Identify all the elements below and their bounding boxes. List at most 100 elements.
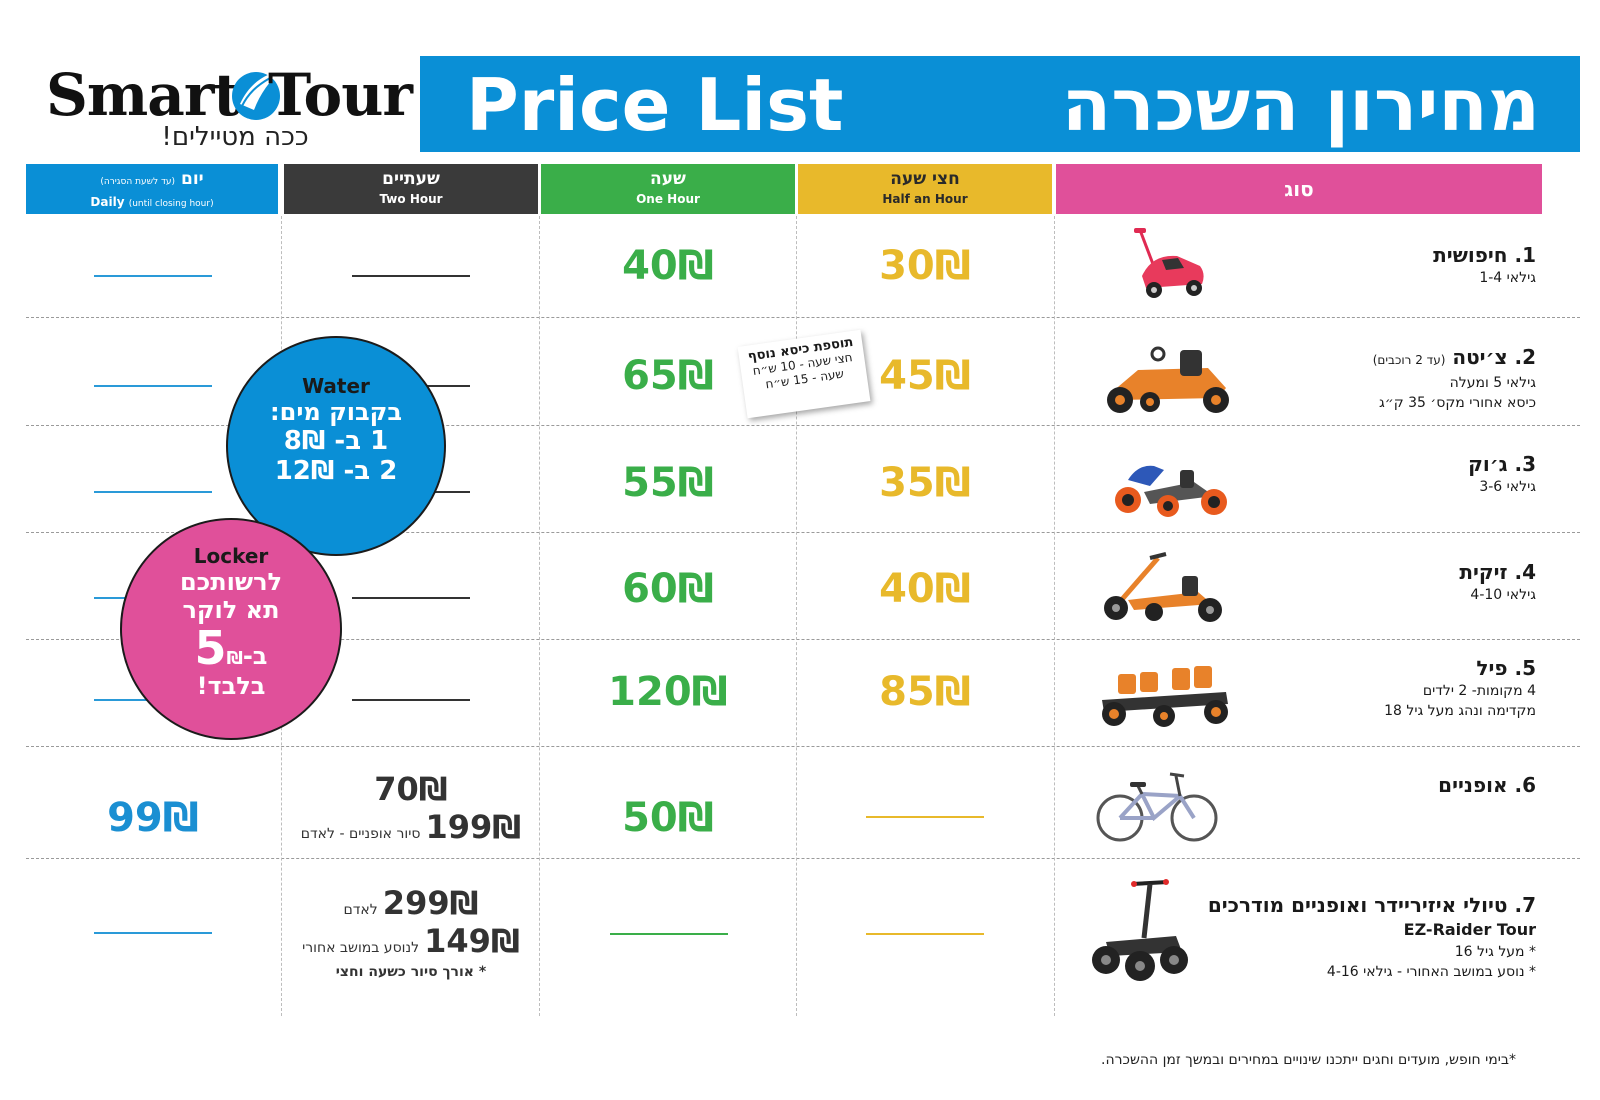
col-head-one-hour-he: שעה [650, 169, 686, 189]
go-kart-icon [1107, 346, 1229, 413]
col-head-two-hour-he: שעתיים [382, 169, 440, 189]
item-7-label: 7. טיולי איזיריידר ואופניים מודרכים EZ-R… [1208, 892, 1536, 982]
col-head-daily-en: Daily [90, 195, 125, 209]
row-divider [26, 746, 1580, 747]
half-hour-price: 35₪ [879, 460, 971, 506]
col-head-daily-en-note: (until closing hour) [128, 199, 214, 209]
item-2-label: 2. צ׳יטה (עד 2 רוכבים) גילאי 5 ומעלה כיס… [1373, 344, 1536, 413]
empty-price-dash [610, 933, 728, 935]
item-name: 3. ג׳וק [1468, 452, 1536, 476]
empty-price-dash [94, 932, 212, 934]
water-title-he: בקבוק מים: [270, 398, 402, 426]
locker-line-1: לרשותכם [179, 568, 283, 596]
col-head-daily-he: יום [180, 169, 204, 189]
water-title-en: Water [302, 374, 370, 398]
item-sub: גילאי 5 ומעלה [1449, 375, 1536, 391]
empty-price-dash [352, 275, 470, 277]
passenger-price-note: לנוסע במושב אחורי [302, 940, 420, 956]
locker-currency: ₪ [226, 648, 243, 669]
ez-raider-two-hour-prices: 299₪ לאדם 149₪ לנוסע במושב אחורי * אורך … [284, 884, 538, 980]
item-name: 4. זיקית [1459, 560, 1536, 584]
item-sub: 4 מקומות- 2 ילדים [1422, 683, 1536, 699]
col-head-one-hour-en: One Hour [636, 192, 700, 206]
adult-price: 299₪ [382, 884, 479, 922]
half-hour-price: 85₪ [879, 669, 971, 715]
item-5-label: 5. פיל 4 מקומות- 2 ילדים מקדימה ונהג מעל… [1384, 655, 1536, 721]
item-4-label: 4. זיקית גילאי 4-10 [1459, 559, 1536, 605]
col-head-daily-he-note: (עד לשעת הסגירה) [100, 177, 176, 187]
item-name: 7. טיולי איזיריידר ואופניים מודרכים [1207, 893, 1536, 917]
empty-price-dash [94, 385, 212, 387]
col-head-type: סוג [1056, 164, 1542, 214]
bicycle-icon [1096, 772, 1218, 842]
item-sub: גילאי 1-4 [1479, 270, 1536, 286]
tour-length-note: * אורך סיור כשעה וחצי [335, 964, 487, 980]
locker-line-3: בלבד! [196, 672, 266, 700]
half-hour-price: 40₪ [879, 566, 971, 612]
bike-tour-note: סיור אופניים - לאדם [300, 826, 421, 842]
col-head-half-hour-he: חצי שעה [890, 169, 960, 189]
title-banner: Price List מחירון השכרה [420, 56, 1580, 152]
row-divider [26, 639, 1580, 640]
item-sub: גילאי 3-6 [1479, 479, 1536, 495]
logo-tagline: ככה מטיילים! [161, 122, 309, 152]
row-divider [26, 532, 1580, 533]
col-divider [796, 216, 797, 1016]
one-hour-price: 60₪ [622, 566, 714, 612]
four-seat-kart-icon [1102, 666, 1228, 727]
one-hour-price: 50₪ [622, 795, 714, 841]
locker-bubble: Locker לרשותכם תא לוקר ב- 5₪ בלבד! [120, 518, 342, 740]
item-sub: * נוסע במושב האחורי - גילאי 4-16 [1326, 964, 1536, 980]
water-bottle-bubble: Water בקבוק מים: 1 ב- 8₪ 2 ב- 12₪ [226, 336, 446, 556]
item-3-label: 3. ג׳וק גילאי 3-6 [1468, 451, 1536, 497]
locker-amount: 5 [194, 621, 227, 675]
ride-on-car-icon [1134, 228, 1204, 298]
item-1-label: 1. חיפושית גילאי 1-4 [1433, 242, 1536, 288]
col-divider [539, 216, 540, 1016]
col-head-half-hour-en: Half an Hour [882, 192, 968, 206]
locker-line-2: תא לוקר [182, 596, 280, 624]
empty-price-dash [352, 597, 470, 599]
logo-word-smart: Smart [46, 61, 240, 129]
passenger-price: 149₪ [424, 922, 520, 960]
item-name-note: (עד 2 רוכבים) [1372, 353, 1446, 367]
empty-price-dash [94, 275, 212, 277]
col-head-two-hour-en: Two Hour [379, 192, 443, 206]
col-divider [1054, 216, 1055, 1016]
item-name: 2. צ׳יטה [1452, 345, 1536, 369]
ez-raider-icon [1092, 879, 1188, 981]
one-hour-price: 55₪ [622, 460, 714, 506]
half-hour-price: 45₪ [879, 353, 971, 399]
bike-tour-price: 199₪ [425, 808, 522, 846]
locker-title-en: Locker [193, 544, 269, 568]
item-6-label: 6. אופניים [1438, 772, 1536, 798]
title-english: Price List [466, 63, 844, 147]
item-sub: מקדימה ונהג מעל גיל 18 [1384, 703, 1536, 719]
half-hour-price: 30₪ [879, 243, 971, 289]
chopper-kart-icon [1104, 552, 1222, 622]
empty-price-dash [352, 699, 470, 701]
two-hour-price: 70₪ [374, 770, 448, 808]
bike-two-hour-prices: 70₪ 199₪ סיור אופניים - לאדם [284, 770, 538, 846]
item-name: 6. אופניים [1438, 773, 1536, 797]
item-name: 5. פיל [1476, 656, 1536, 680]
item-sub: כיסא אחורי מקס׳ 35 ק״ג [1378, 395, 1536, 411]
col-head-daily: יום (עד לשעת הסגירה) Daily (until closin… [26, 164, 278, 214]
water-price-1: 1 ב- 8₪ [283, 426, 389, 456]
row-divider [26, 858, 1580, 859]
one-hour-price: 120₪ [608, 669, 728, 715]
empty-price-dash [94, 491, 212, 493]
item-en-name: EZ-Raider Tour [1403, 920, 1536, 939]
daily-price: 99₪ [107, 795, 199, 841]
one-hour-price: 65₪ [622, 353, 714, 399]
row-divider [26, 425, 1580, 426]
row-divider [26, 317, 1580, 318]
leaf-logo-icon [232, 70, 282, 120]
col-head-half-hour: חצי שעה Half an Hour [798, 164, 1052, 214]
item-name: 1. חיפושית [1433, 243, 1536, 267]
footnote: *בימי חופש, מועדים וחגים ייתכנו שינויים … [1101, 1052, 1516, 1068]
one-hour-price: 40₪ [622, 243, 714, 289]
adult-price-note: לאדם [343, 902, 378, 918]
item-sub: * מעל גיל 16 [1454, 944, 1536, 960]
title-hebrew: מחירון השכרה [1061, 63, 1540, 147]
